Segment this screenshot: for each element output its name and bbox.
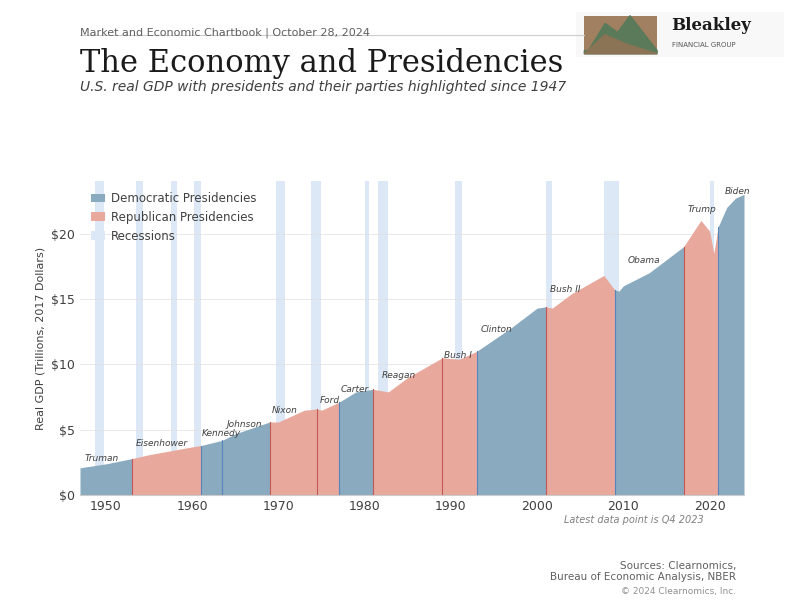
- Text: Biden: Biden: [725, 187, 750, 196]
- Polygon shape: [584, 16, 657, 54]
- Bar: [546, 181, 552, 495]
- Text: Reagan: Reagan: [382, 371, 416, 380]
- Text: Market and Economic Chartbook | October 28, 2024: Market and Economic Chartbook | October …: [80, 27, 370, 37]
- Text: U.S. real GDP with presidents and their parties highlighted since 1947: U.S. real GDP with presidents and their …: [80, 80, 566, 94]
- Bar: [365, 181, 369, 495]
- Text: Obama: Obama: [627, 256, 660, 265]
- Text: Truman: Truman: [84, 454, 118, 463]
- Text: Kennedy: Kennedy: [202, 429, 241, 439]
- Text: Bleakley: Bleakley: [672, 17, 751, 34]
- Text: Bush I: Bush I: [444, 352, 472, 361]
- Bar: [136, 181, 142, 495]
- Text: Trump: Trump: [688, 205, 717, 214]
- Bar: [604, 181, 619, 495]
- Text: Eisenhower: Eisenhower: [136, 439, 188, 448]
- Text: © 2024 Clearnomics, Inc.: © 2024 Clearnomics, Inc.: [621, 587, 736, 596]
- Text: Ford: Ford: [320, 396, 340, 405]
- Bar: [276, 181, 285, 495]
- Text: The Economy and Presidencies: The Economy and Presidencies: [80, 48, 563, 79]
- Legend: Democratic Presidencies, Republican Presidencies, Recessions: Democratic Presidencies, Republican Pres…: [86, 187, 261, 248]
- Text: Bush II: Bush II: [550, 284, 581, 294]
- Bar: [710, 181, 714, 495]
- Text: Nixon: Nixon: [271, 406, 298, 416]
- Text: Latest data point is Q4 2023: Latest data point is Q4 2023: [564, 515, 704, 525]
- Bar: [310, 181, 322, 495]
- Bar: [170, 181, 177, 495]
- Bar: [95, 181, 104, 495]
- Bar: [194, 181, 201, 495]
- Y-axis label: Real GDP (Trillions, 2017 Dollars): Real GDP (Trillions, 2017 Dollars): [36, 246, 46, 430]
- Bar: [378, 181, 388, 495]
- FancyBboxPatch shape: [584, 16, 657, 54]
- Text: Clinton: Clinton: [481, 326, 513, 335]
- Text: Carter: Carter: [341, 385, 369, 394]
- Text: Johnson: Johnson: [226, 420, 262, 429]
- Polygon shape: [584, 34, 657, 54]
- Text: FINANCIAL GROUP: FINANCIAL GROUP: [672, 42, 735, 48]
- Text: Sources: Clearnomics,
Bureau of Economic Analysis, NBER: Sources: Clearnomics, Bureau of Economic…: [550, 561, 736, 582]
- Bar: [455, 181, 462, 495]
